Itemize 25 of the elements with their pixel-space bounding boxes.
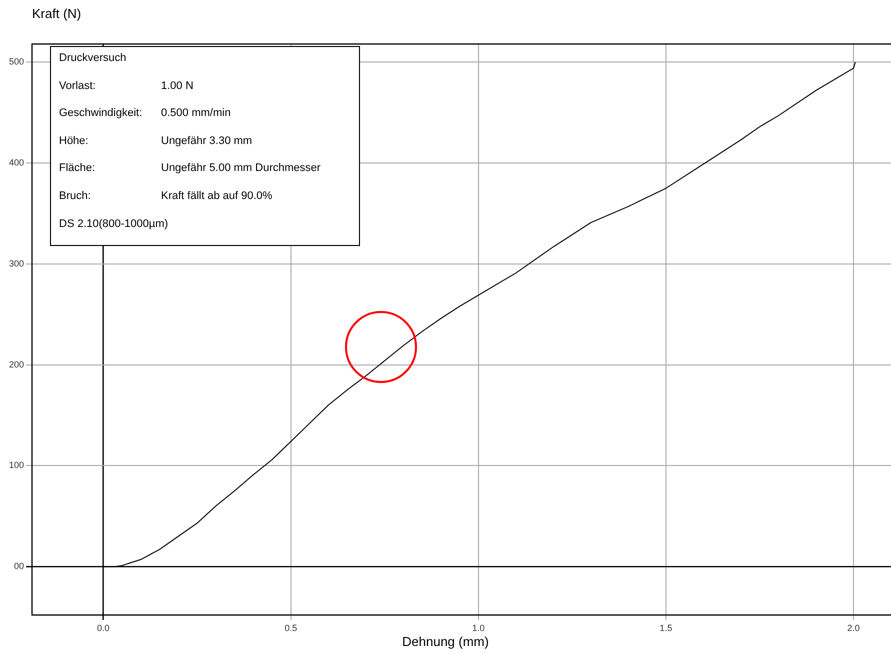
annotation: 0.500 mm/min [161,107,231,122]
x-tick-label: 0.0 [97,622,110,633]
x-tick-label: 1.0 [472,622,485,633]
y-tick-label: 300 [8,258,24,268]
annotation: Fläche: [59,162,96,176]
y-tick-label: 00 [14,561,24,572]
annotation: 1.00 N [161,80,194,94]
y-tick-label: 200 [8,359,24,370]
x-axis-title: Dehnung (mm) [401,634,490,649]
annotation: Kraft fällt ab auf 90.0% [161,190,272,204]
annotation: Höhe: [59,134,90,149]
y-axis-title: Kraft (N) [32,6,82,21]
y-tick-label: 100 [8,460,24,470]
annotation: DS 2.10(800-1000µm) [59,218,168,232]
annotation: Bruch: [59,190,92,204]
y-tick-label: 400 [8,158,24,168]
annotation: Druckversuch [59,52,126,66]
x-tick-label: 2.0 [847,622,860,633]
annotation: Ungefähr 5.00 mm Durchmesser [161,162,321,176]
y-tick-label: 500 [8,56,24,67]
annotation: Vorlast: [59,80,97,94]
annotation: Geschwindigkeit: [59,107,144,122]
x-tick-label: 0.5 [284,622,298,633]
annotation: Ungefähr 3.30 mm [161,134,252,149]
x-tick-label: 1.5 [660,622,672,633]
